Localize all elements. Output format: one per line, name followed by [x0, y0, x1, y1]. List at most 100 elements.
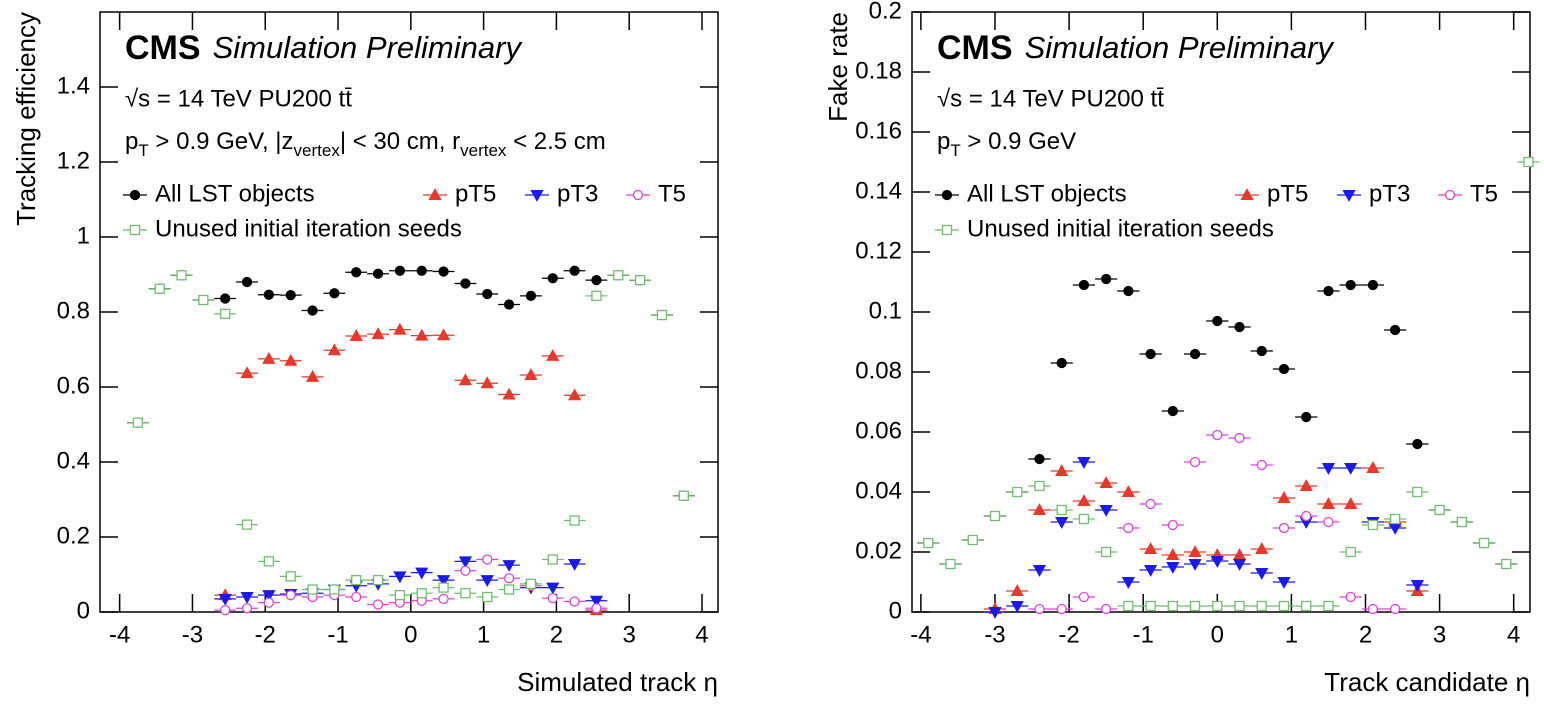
marker [1323, 516, 1334, 528]
x-tick-label: 0 [1211, 621, 1224, 648]
marker [436, 328, 451, 341]
marker [1210, 555, 1224, 568]
marker [1188, 545, 1202, 558]
legend-label: All LST objects [155, 180, 315, 207]
marker [1234, 432, 1245, 444]
y-tick-label: 0.2 [869, 0, 902, 24]
marker [1256, 459, 1267, 471]
marker [525, 290, 537, 302]
cut-text: p [125, 128, 138, 155]
marker [1299, 479, 1313, 492]
marker [567, 558, 582, 571]
legend-label: pT5 [455, 180, 496, 207]
energy-label: √s = 14 TeV PU200 tt̄ [937, 85, 1164, 112]
marker [525, 578, 537, 590]
marker [480, 376, 494, 389]
marker [394, 589, 406, 601]
x-tick-label: -2 [255, 621, 276, 648]
cut-text: > 0.9 GeV [961, 128, 1076, 155]
y-tick-label: 0.1 [869, 297, 902, 324]
marker [1367, 519, 1379, 531]
marker [372, 574, 384, 586]
marker [198, 294, 209, 306]
marker [1010, 584, 1024, 597]
marker [436, 575, 451, 587]
marker [1056, 357, 1067, 369]
marker [1321, 462, 1336, 475]
legend-marker [941, 224, 953, 236]
y-tick-label: 1.4 [57, 72, 90, 99]
x-tick-label: 3 [623, 621, 636, 648]
cms-label: CMS Simulation Preliminary [125, 29, 523, 67]
marker [307, 305, 318, 316]
marker [1055, 516, 1069, 529]
marker [1456, 516, 1467, 528]
marker [438, 266, 449, 277]
marker [1189, 456, 1201, 468]
x-tick-label: -4 [910, 621, 931, 648]
marker [1523, 156, 1534, 168]
marker [482, 554, 493, 565]
x-tick-label: 2 [550, 621, 563, 648]
marker [351, 591, 362, 603]
x-tick-label: -1 [1133, 621, 1154, 648]
y-axis-label: Fake rate [823, 12, 853, 122]
panel: 0 0.2 0.4 0.6 0.8 1 1.2 1.4 -4 -3 -2 -1 0 1 2 3 4 Simulat… [11, 11, 719, 697]
y-tick-label: 0.02 [855, 537, 902, 564]
marker [415, 328, 429, 341]
marker [416, 265, 427, 276]
marker [1367, 603, 1379, 615]
marker [1121, 576, 1135, 589]
marker [1232, 558, 1247, 571]
marker [1344, 497, 1358, 510]
marker [502, 560, 516, 572]
marker [415, 567, 429, 580]
marker [241, 519, 253, 530]
x-tick-label: -3 [182, 621, 203, 648]
cms-text: CMS [125, 29, 201, 67]
marker [678, 490, 689, 501]
marker [945, 558, 956, 570]
y-tick-label: 0.08 [855, 357, 902, 384]
marker [285, 289, 296, 301]
legend-marker [941, 189, 953, 201]
cut-text: | < 30 cm, r [340, 128, 460, 155]
legend-label: Unused initial iteration seeds [967, 215, 1274, 242]
marker [1255, 542, 1269, 555]
x-axis-label: Track candidate η [1324, 667, 1530, 697]
marker [438, 582, 449, 593]
marker [372, 599, 384, 610]
marker [1255, 567, 1269, 580]
marker [1077, 494, 1091, 507]
y-tick-label: 0.6 [57, 372, 90, 399]
legend-marker [1444, 189, 1456, 201]
marker [591, 274, 602, 286]
marker [524, 368, 538, 381]
marker [1010, 600, 1024, 613]
marker [1189, 348, 1201, 360]
y-tick-label: 0.12 [855, 237, 902, 264]
marker [1188, 558, 1202, 571]
marker [438, 593, 449, 605]
y-tick-label: 0 [77, 597, 90, 624]
marker [1345, 591, 1356, 603]
cut-subscript: T [950, 141, 960, 160]
marker [220, 293, 231, 304]
marker [1212, 429, 1223, 441]
legend-marker [129, 224, 141, 236]
marker [1034, 453, 1045, 465]
marker [241, 603, 253, 614]
marker [1145, 498, 1156, 510]
marker [1389, 324, 1401, 336]
marker [1055, 464, 1069, 477]
marker [1034, 480, 1045, 492]
marker [1123, 600, 1134, 612]
marker [502, 387, 516, 400]
marker [1389, 603, 1401, 615]
x-tick-label: 4 [695, 621, 708, 648]
x-tick-label: -4 [109, 621, 130, 648]
marker [263, 289, 275, 300]
marker [567, 388, 582, 401]
marker [284, 353, 298, 366]
marker [1277, 576, 1291, 589]
